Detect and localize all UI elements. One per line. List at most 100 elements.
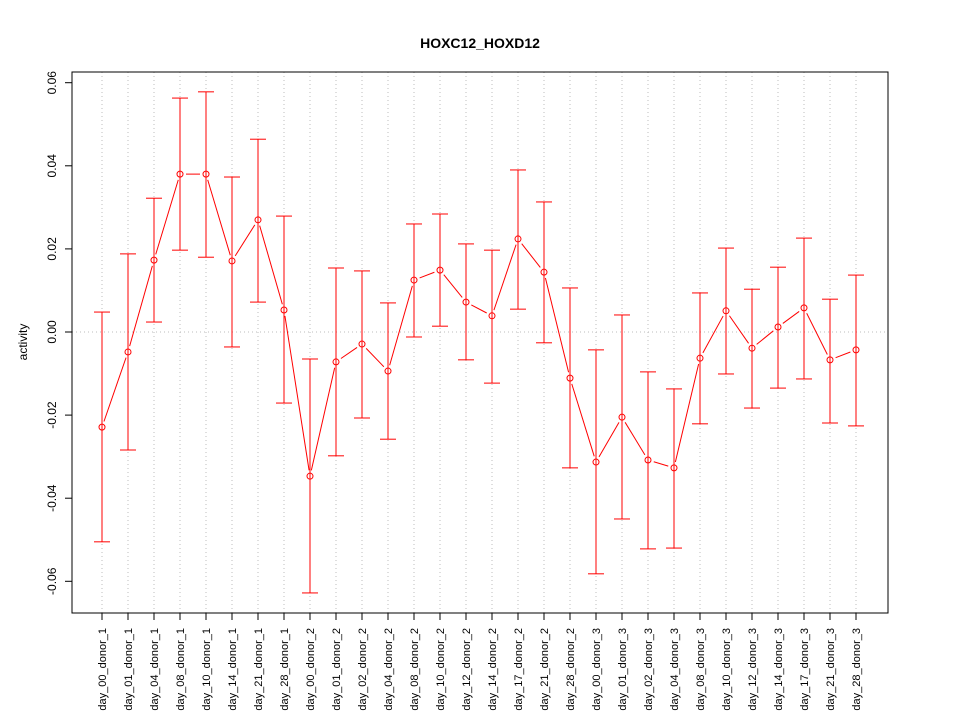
line-segment: [521, 243, 541, 268]
data-point: [98, 423, 106, 431]
line-segment: [653, 461, 669, 467]
line-segment: [729, 315, 749, 344]
line-segment: [702, 315, 724, 354]
line-segment: [340, 347, 358, 359]
line-segment: [598, 422, 620, 458]
x-tick-label: day_08_donor_1: [175, 628, 187, 711]
data-point: [150, 256, 158, 264]
data-point: [202, 170, 210, 178]
x-tick-label: day_21_donor_3: [825, 628, 837, 711]
data-point: [852, 346, 860, 354]
x-tick-label: day_01_donor_2: [331, 628, 343, 711]
grid: [72, 72, 888, 613]
data-point: [800, 304, 808, 312]
x-tick-label: day_10_donor_2: [435, 628, 447, 711]
x-tick-label: day_04_donor_2: [383, 628, 395, 711]
series-line: [103, 173, 851, 471]
plot-frame: [71, 71, 889, 614]
data-point: [670, 464, 678, 472]
x-tick-label: day_04_donor_3: [669, 628, 681, 711]
data-point: [774, 323, 782, 331]
x-tick-label: day_00_donor_1: [97, 628, 109, 711]
x-tick-label: day_17_donor_2: [513, 628, 525, 711]
x-tick-label: day_02_donor_3: [643, 628, 655, 711]
x-tick-label: day_14_donor_1: [227, 628, 239, 711]
x-tick-label: day_28_donor_3: [851, 628, 863, 711]
data-point: [592, 458, 600, 466]
x-tick-label: day_04_donor_1: [149, 628, 161, 711]
data-point: [462, 298, 470, 306]
line-segment: [493, 244, 517, 311]
line-segment: [207, 179, 231, 256]
x-tick-label: day_10_donor_3: [721, 628, 733, 711]
y-tick-label: 0.04: [45, 154, 59, 178]
x-tick-label: day_21_donor_2: [539, 628, 551, 711]
x-tick-label: day_10_donor_1: [201, 628, 213, 711]
line-segment: [544, 277, 570, 373]
data-point: [644, 456, 652, 464]
x-tick-label: day_14_donor_2: [487, 628, 499, 711]
data-point: [280, 306, 288, 314]
data-point: [254, 216, 262, 224]
data-point: [722, 307, 730, 315]
line-segment: [471, 304, 487, 314]
x-tick-label: day_12_donor_2: [461, 628, 473, 711]
y-tick-label: -0.06: [45, 567, 59, 595]
error-bars: [94, 91, 864, 594]
line-segment: [756, 330, 774, 345]
x-tick-label: day_14_donor_3: [773, 628, 785, 711]
line-segment: [129, 265, 153, 347]
x-tick-label: day_01_donor_1: [123, 628, 135, 711]
x-tick-label: day_00_donor_3: [591, 628, 603, 711]
data-point: [514, 235, 522, 243]
data-point: [566, 374, 574, 382]
line-segment: [310, 367, 336, 471]
data-point: [410, 276, 418, 284]
data-point: [332, 358, 340, 366]
data-point: [488, 312, 496, 320]
x-tick-label: day_12_donor_3: [747, 628, 759, 711]
data-point: [358, 340, 366, 348]
data-points: [98, 170, 860, 480]
data-point: [748, 344, 756, 352]
y-tick-label: -0.02: [45, 401, 59, 429]
data-point: [124, 348, 132, 356]
x-tick-label: day_00_donor_2: [305, 628, 317, 711]
data-point: [306, 472, 314, 480]
data-point: [176, 170, 184, 178]
line-segment: [674, 363, 700, 463]
y-tick-label: 0.06: [45, 71, 59, 95]
line-segment: [365, 348, 385, 368]
line-segment: [806, 313, 828, 355]
line-segment: [835, 351, 851, 359]
data-point: [540, 268, 548, 276]
y-axis-label: activity: [16, 324, 30, 361]
x-tick-label: day_21_donor_1: [253, 628, 265, 711]
data-point: [618, 413, 626, 421]
data-point: [696, 354, 704, 362]
x-axis: day_00_donor_1 day_01_donor_1 day_04_donor…: [97, 612, 863, 711]
x-tick-label: day_02_donor_2: [357, 628, 369, 711]
x-tick-label: day_01_donor_3: [617, 628, 629, 711]
line-segment: [284, 315, 310, 471]
line-segment: [155, 179, 179, 255]
data-point: [436, 266, 444, 274]
x-tick-label: day_17_donor_3: [799, 628, 811, 711]
line-segment: [234, 224, 256, 257]
line-segment: [389, 285, 413, 366]
line-segment: [782, 311, 800, 324]
x-tick-label: day_28_donor_1: [279, 628, 291, 711]
line-segment: [443, 274, 463, 298]
chart-title: HOXC12_HOXD12: [420, 35, 540, 51]
data-point: [384, 367, 392, 375]
line-segment: [103, 357, 127, 422]
line-segment: [419, 271, 435, 279]
y-tick-label: 0.02: [45, 237, 59, 261]
x-tick-label: day_28_donor_2: [565, 628, 577, 711]
x-tick-label: day_08_donor_2: [409, 628, 421, 711]
data-point: [826, 356, 834, 364]
line-segment: [259, 225, 283, 305]
y-tick-label: 0.00: [45, 320, 59, 344]
x-tick-label: day_08_donor_3: [695, 628, 707, 711]
